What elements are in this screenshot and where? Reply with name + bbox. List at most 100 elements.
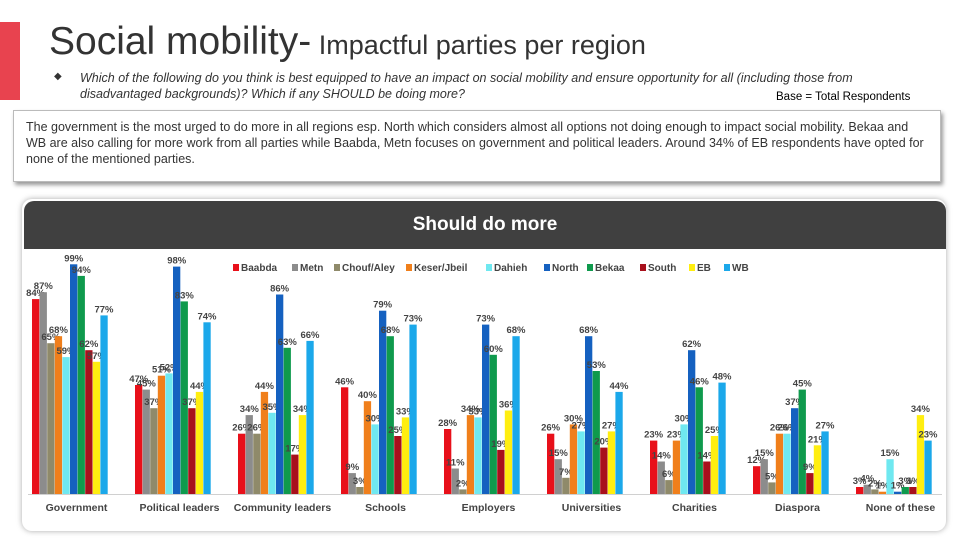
bar <box>409 324 417 494</box>
bar <box>680 424 688 494</box>
bar <box>798 389 806 494</box>
data-label: 14% <box>697 451 717 462</box>
bar <box>466 415 475 494</box>
bar <box>401 417 410 494</box>
bar <box>444 429 452 494</box>
bar <box>451 468 459 494</box>
data-label: 79% <box>373 300 393 311</box>
data-label: 37% <box>785 397 805 408</box>
survey-question: Which of the following do you think is b… <box>80 71 853 101</box>
bar <box>512 336 520 494</box>
bar <box>718 382 726 494</box>
legend-label-south: South <box>648 263 676 274</box>
data-label: 46% <box>335 376 355 387</box>
data-label: 36% <box>499 400 519 411</box>
bar <box>672 440 681 494</box>
page-title-main: Social mobility- <box>49 20 312 63</box>
data-label: 23% <box>644 430 664 441</box>
bar <box>85 350 93 494</box>
bar <box>474 417 482 494</box>
bar <box>341 387 349 494</box>
legend-label-keser-jbeil: Keser/Jbeil <box>414 263 468 274</box>
data-label: 84% <box>26 288 46 299</box>
bar <box>650 440 658 494</box>
data-label: 34% <box>461 404 481 415</box>
bar <box>180 301 188 494</box>
bar <box>871 489 879 494</box>
bar <box>150 408 158 494</box>
data-label: 3% <box>353 476 367 487</box>
bar <box>386 336 394 494</box>
data-label: 59% <box>56 346 76 357</box>
bar <box>459 489 467 494</box>
legend-swatch-baabda <box>233 264 239 271</box>
data-label: 47% <box>129 374 149 385</box>
data-label: 17% <box>285 444 305 455</box>
data-label: 46% <box>690 376 710 387</box>
data-label: 62% <box>682 339 702 350</box>
data-label: 48% <box>712 372 732 383</box>
bar <box>394 436 402 494</box>
bar <box>886 459 894 494</box>
data-label: 45% <box>793 379 813 390</box>
bar <box>710 436 719 494</box>
bar <box>482 324 490 494</box>
bar <box>775 433 784 494</box>
data-label: 3% <box>906 476 920 487</box>
data-label: 65% <box>41 332 61 343</box>
data-label: 68% <box>381 325 401 336</box>
data-label: 1% <box>876 481 890 492</box>
data-label: 26% <box>770 423 790 434</box>
legend-label-baabda: Baabda <box>241 263 278 274</box>
data-label: 27% <box>815 420 835 431</box>
data-label: 2% <box>868 478 882 489</box>
data-label: 74% <box>197 311 217 322</box>
bar <box>173 266 181 494</box>
data-label: 44% <box>609 381 629 392</box>
x-tick-label: Charities <box>672 502 717 514</box>
bar <box>253 433 261 494</box>
bar <box>47 343 55 494</box>
bar <box>268 412 276 494</box>
bar <box>569 424 578 494</box>
data-label: 44% <box>190 381 210 392</box>
bar <box>489 354 497 494</box>
x-tick-label: Community leaders <box>234 502 332 514</box>
bar <box>856 487 864 494</box>
data-label: 40% <box>358 390 378 401</box>
data-label: 45% <box>137 379 157 390</box>
x-tick-label: Government <box>46 502 108 514</box>
bar <box>554 459 562 494</box>
data-label: 19% <box>491 439 511 450</box>
bar <box>188 408 196 494</box>
bar <box>585 336 593 494</box>
data-label: 15% <box>549 448 569 459</box>
summary-box: The government is the most urged to do m… <box>13 110 941 182</box>
data-label: 73% <box>476 314 496 325</box>
x-tick-label: Schools <box>365 502 406 514</box>
bar <box>135 385 143 494</box>
data-label: 63% <box>278 337 298 348</box>
bar <box>577 431 585 494</box>
bar <box>238 433 246 494</box>
bar <box>783 433 791 494</box>
data-label: 83% <box>175 290 195 301</box>
data-label: 1% <box>891 481 905 492</box>
data-label: 26% <box>777 423 797 434</box>
bar <box>291 454 299 494</box>
x-tick-label: None of these <box>866 502 936 514</box>
legend-label-bekaa: Bekaa <box>595 263 625 274</box>
bar <box>806 473 814 494</box>
data-label: 9% <box>345 462 359 473</box>
bar <box>753 466 761 494</box>
legend-swatch-keser-jbeil <box>406 264 412 271</box>
bar <box>909 487 917 494</box>
data-label: 86% <box>270 284 290 295</box>
data-label: 94% <box>72 265 92 276</box>
legend-swatch-wb <box>724 264 730 271</box>
data-label: 30% <box>674 413 694 424</box>
data-label: 9% <box>803 462 817 473</box>
data-label: 44% <box>255 381 275 392</box>
bar <box>901 487 909 494</box>
